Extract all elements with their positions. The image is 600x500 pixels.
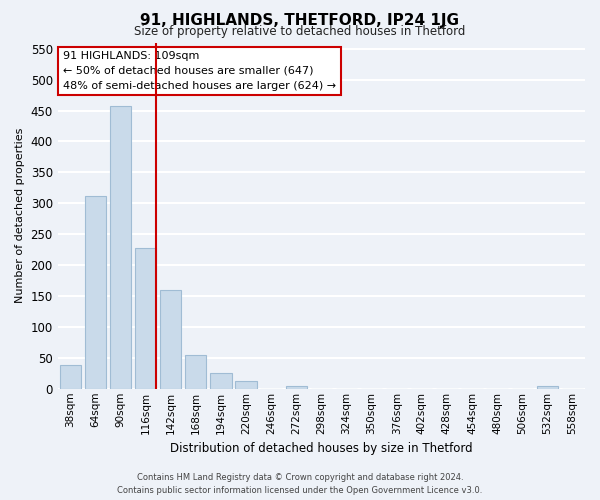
Bar <box>160 290 181 389</box>
Text: Size of property relative to detached houses in Thetford: Size of property relative to detached ho… <box>134 25 466 38</box>
Bar <box>536 386 558 389</box>
Bar <box>185 355 206 389</box>
Bar <box>59 366 81 389</box>
Bar <box>210 372 232 389</box>
Bar <box>286 386 307 389</box>
Bar <box>110 106 131 389</box>
Bar <box>85 196 106 389</box>
Y-axis label: Number of detached properties: Number of detached properties <box>15 128 25 304</box>
Text: 91, HIGHLANDS, THETFORD, IP24 1JG: 91, HIGHLANDS, THETFORD, IP24 1JG <box>140 12 460 28</box>
Bar <box>135 248 156 389</box>
Bar <box>235 382 257 389</box>
Text: Contains HM Land Registry data © Crown copyright and database right 2024.
Contai: Contains HM Land Registry data © Crown c… <box>118 474 482 495</box>
X-axis label: Distribution of detached houses by size in Thetford: Distribution of detached houses by size … <box>170 442 473 455</box>
Text: 91 HIGHLANDS: 109sqm
← 50% of detached houses are smaller (647)
48% of semi-deta: 91 HIGHLANDS: 109sqm ← 50% of detached h… <box>63 51 336 91</box>
